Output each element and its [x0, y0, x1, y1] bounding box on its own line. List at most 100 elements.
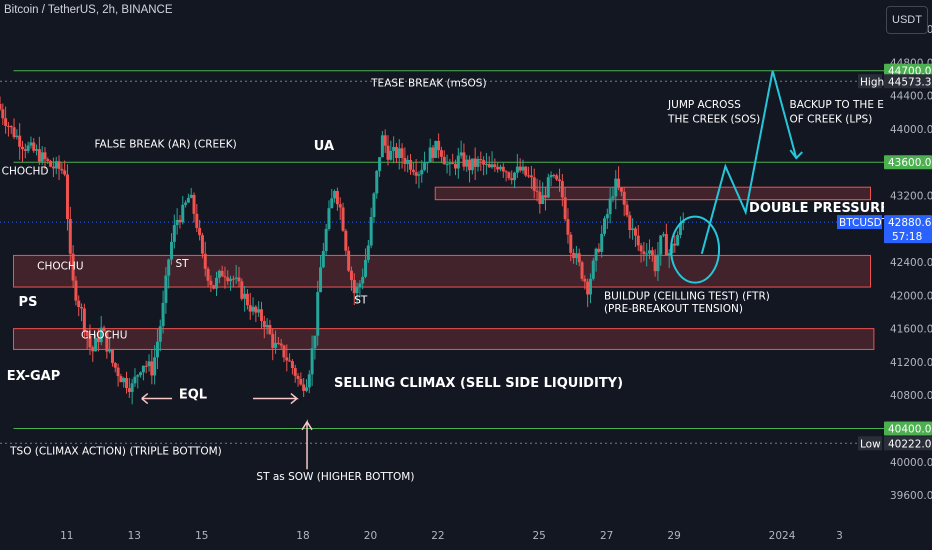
candle-body: [617, 178, 621, 188]
candle-body: [515, 166, 519, 173]
candle-body: [192, 194, 196, 214]
candle-body: [543, 195, 547, 198]
candle-body: [4, 118, 8, 126]
candle-body: [268, 324, 272, 334]
candle-body: [307, 374, 311, 388]
candle-body: [667, 253, 671, 256]
price-axis[interactable]: 45200.0044800.0044400.0044000.0043600.00…: [837, 0, 932, 550]
label-ex-gap: EX-GAP: [7, 369, 61, 384]
price-tick-label: 41600.00: [890, 324, 932, 336]
candle-body: [470, 158, 474, 171]
candle-body: [504, 171, 508, 173]
projection-arrowhead: [789, 149, 803, 160]
candle-body: [366, 245, 370, 260]
candle-body: [456, 155, 460, 169]
candle-body: [170, 241, 174, 260]
candle-body: [321, 251, 325, 268]
candle-body: [586, 281, 590, 295]
candle-body: [229, 278, 233, 282]
candle-body: [237, 277, 241, 282]
candle-body: [631, 228, 635, 231]
price-tick-label: 42000.00: [890, 290, 932, 302]
label-backup-1: BACKUP TO THE EDGE: [790, 99, 907, 111]
candle-body: [352, 280, 356, 294]
candle-body: [355, 287, 359, 294]
candle-body: [141, 365, 145, 373]
candle-body: [127, 388, 131, 392]
candle-body: [257, 309, 261, 313]
price-tick-label: 42400.00: [890, 257, 932, 269]
time-tick-label: 18: [296, 530, 309, 542]
candle-body: [420, 169, 424, 175]
candle-body: [43, 152, 47, 160]
candle-body: [113, 362, 117, 368]
candle-body: [282, 345, 286, 358]
candle-body: [645, 253, 649, 255]
zone-box-1: [12, 254, 872, 288]
candle-body: [220, 270, 224, 277]
candle-body: [335, 191, 339, 205]
low-tag-bg: [858, 436, 882, 451]
candle-body: [71, 253, 75, 281]
zone-box-0: [434, 186, 872, 201]
candle-body: [167, 259, 171, 276]
st-sow-arrow: [301, 419, 313, 470]
candle-body: [15, 135, 19, 138]
candle-body: [262, 320, 266, 328]
candle-body: [96, 337, 100, 343]
candle-body: [102, 327, 106, 332]
candle-body: [600, 233, 604, 252]
label-false-break: FALSE BREAK (AR) (CREEK): [94, 138, 236, 150]
label-jump-1: JUMP ACROSS: [667, 99, 741, 111]
candle-body: [1, 109, 5, 119]
candle-body: [94, 337, 98, 352]
candle-body: [664, 234, 668, 256]
zone-box-2: [12, 328, 875, 350]
time-tick-label: 2024: [769, 530, 796, 542]
low-badge: 40222.00: [888, 438, 932, 450]
candle-body: [639, 245, 643, 252]
candle-body: [510, 178, 514, 181]
time-axis[interactable]: 11 13 15 18 20 22 25 27 29 2024 3: [0, 520, 884, 550]
candle-body: [453, 163, 457, 169]
candle-body: [349, 270, 353, 281]
low-tag: Low: [860, 438, 881, 450]
candle-body: [482, 160, 486, 165]
candle-body: [231, 278, 235, 280]
candle-body: [265, 324, 269, 328]
candle-body: [80, 307, 84, 309]
label-chochu-1: CHOCHU: [37, 261, 83, 273]
candle-body: [324, 228, 328, 252]
candle-body: [622, 191, 626, 205]
candle-body: [552, 175, 556, 177]
currency-button[interactable]: USDT: [886, 6, 928, 34]
candle-body: [54, 161, 58, 169]
candle-body: [546, 177, 550, 198]
candle-body: [451, 163, 455, 165]
candle-body: [12, 127, 16, 138]
candle-body: [65, 174, 69, 220]
candle-body: [91, 347, 95, 352]
candle-body: [212, 285, 216, 289]
candle-body: [110, 349, 114, 363]
candle-body: [603, 218, 607, 234]
price-tick-label: 41200.00: [890, 357, 932, 369]
candle-body: [344, 230, 348, 251]
candle-body: [296, 375, 300, 379]
eql-arrow-left: [141, 392, 173, 405]
candle-body: [628, 215, 632, 231]
last-price-badge-bg: [884, 215, 932, 244]
candle-body: [473, 158, 477, 167]
candle-body: [57, 161, 61, 169]
candle-body: [209, 280, 213, 286]
candle-body: [521, 166, 525, 171]
label-ps: PS: [19, 295, 38, 310]
candle-body: [203, 253, 207, 269]
candle-body: [147, 361, 151, 367]
candle-body: [411, 169, 415, 173]
candle-body: [417, 174, 421, 176]
candle-body: [327, 208, 331, 229]
candle-body: [361, 276, 365, 284]
candle-body: [442, 156, 446, 165]
